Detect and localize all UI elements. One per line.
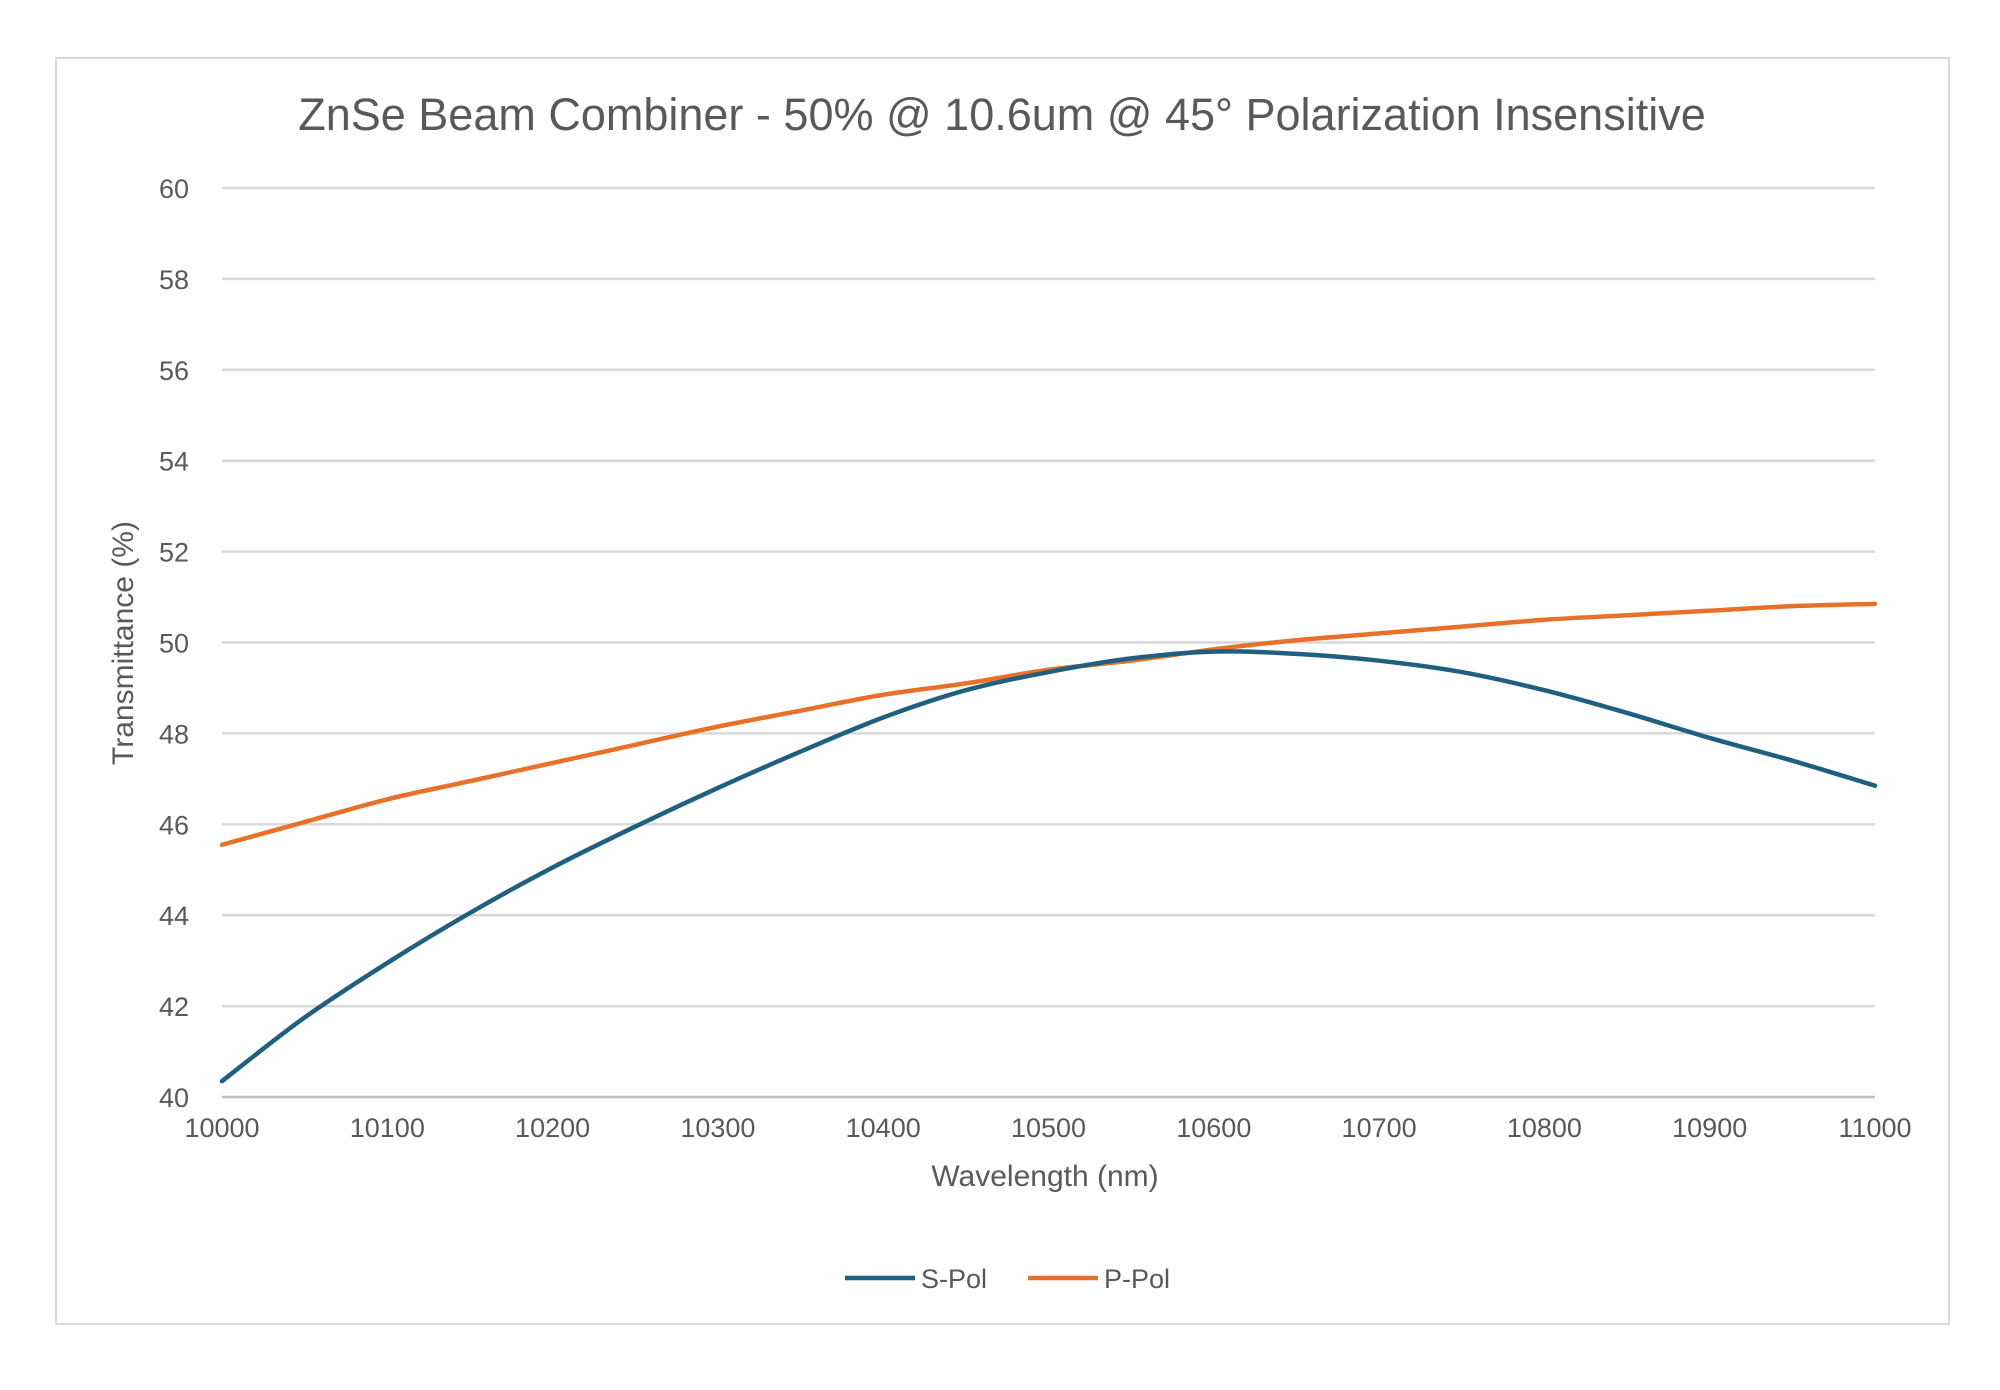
y-tick-label: 50 bbox=[159, 629, 189, 659]
y-tick-label: 60 bbox=[159, 174, 189, 204]
x-tick-label: 10400 bbox=[846, 1113, 921, 1143]
x-tick-label: 10700 bbox=[1342, 1113, 1417, 1143]
y-tick-label: 40 bbox=[159, 1083, 189, 1113]
x-tick-label: 10900 bbox=[1672, 1113, 1747, 1143]
chart-title: ZnSe Beam Combiner - 50% @ 10.6um @ 45° … bbox=[298, 89, 1706, 140]
y-tick-label: 44 bbox=[159, 901, 189, 931]
series-line-s-pol bbox=[219, 649, 1878, 1084]
x-tick-label: 10600 bbox=[1176, 1113, 1251, 1143]
x-tick-label: 11000 bbox=[1838, 1113, 1911, 1143]
x-tick-label: 10800 bbox=[1507, 1113, 1582, 1143]
gridlines bbox=[222, 186, 1875, 1099]
x-tick-label: 10300 bbox=[680, 1113, 755, 1143]
x-axis-title: Wavelength (nm) bbox=[931, 1160, 1158, 1193]
y-tick-label: 58 bbox=[159, 265, 189, 295]
legend-label-p-pol: P-Pol bbox=[1104, 1264, 1170, 1294]
series-lines bbox=[219, 601, 1878, 1084]
x-axis-ticks: 10000 10100 10200 10300 10400 10500 10600 10700… bbox=[184, 1113, 1911, 1143]
y-axis-title: Transmittance (%) bbox=[107, 521, 140, 765]
series-line-p-pol bbox=[219, 601, 1878, 847]
x-tick-label: 10500 bbox=[1011, 1113, 1086, 1143]
x-tick-label: 10100 bbox=[350, 1113, 425, 1143]
y-tick-label: 42 bbox=[159, 992, 189, 1022]
x-tick-label: 10000 bbox=[184, 1113, 259, 1143]
y-tick-label: 48 bbox=[159, 719, 189, 749]
legend-label-s-pol: S-Pol bbox=[921, 1264, 987, 1294]
y-axis-ticks: 40 42 44 46 48 50 52 54 56 58 60 bbox=[159, 174, 189, 1113]
y-tick-label: 46 bbox=[159, 810, 189, 840]
y-tick-label: 54 bbox=[159, 447, 189, 477]
y-tick-label: 52 bbox=[159, 538, 189, 568]
chart-frame bbox=[55, 57, 1950, 1325]
x-tick-label: 10200 bbox=[515, 1113, 590, 1143]
legend: S-Pol P-Pol bbox=[845, 1264, 1170, 1294]
y-tick-label: 56 bbox=[159, 356, 189, 386]
